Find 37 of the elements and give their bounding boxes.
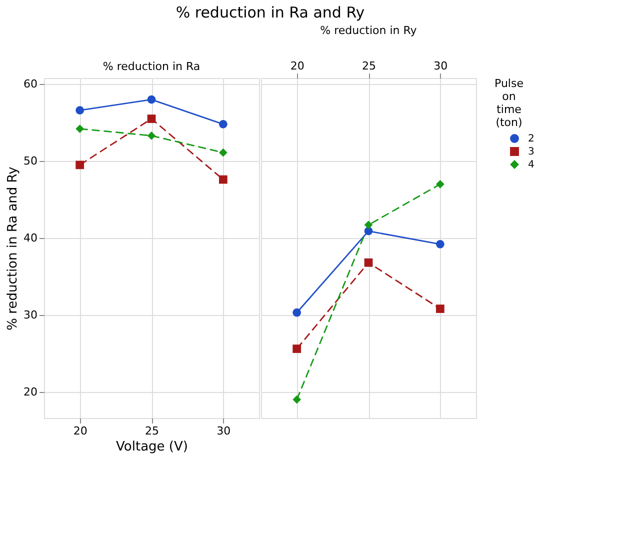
y-tick-label: 30 [24,308,38,322]
point [76,124,84,133]
y-tick-label: 50 [24,154,38,168]
point [218,148,228,157]
legend-label: 2 [528,134,534,144]
point [292,395,302,404]
chart-subtitle: % reduction in Ra [102,60,200,73]
x-tick-label: 20 [73,424,88,438]
point [364,258,373,267]
y-tick-label: 40 [24,232,38,244]
x-tick-label: 20 [290,60,304,72]
y-tick-label: 60 [24,78,38,91]
chart-title: % reduction in Ra and Ry [176,4,365,22]
x-axis-title: Voltage (V) [116,440,188,454]
point [147,132,156,140]
point [218,175,228,184]
point [76,106,84,114]
point [364,220,373,230]
x-tick-label: 30 [434,60,448,72]
x-tick-label: 25 [145,424,159,438]
y-axis-title: % reduction in Ra and Ry [6,166,21,330]
legend-label: 3 [528,146,534,158]
point [147,95,156,104]
point [436,304,444,313]
point [292,344,302,353]
chart-subtitle: % reduction in Ry [320,24,418,37]
legend-label: 4 [528,160,534,170]
x-tick-label: 30 [216,424,231,438]
point [147,114,156,123]
point [218,120,228,128]
point [436,180,444,188]
legend-title: Pulse on time (ton) [494,77,524,129]
y-tick-label: 20 [24,385,38,398]
x-tick-label: 25 [362,60,376,72]
point [292,308,302,317]
point [76,160,84,170]
point [436,240,444,248]
